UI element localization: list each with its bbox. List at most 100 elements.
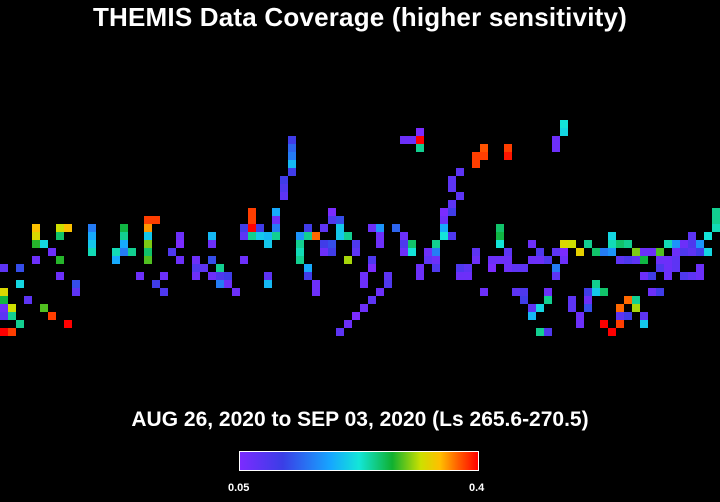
coverage-cell [368,264,376,272]
coverage-cell [0,304,8,312]
coverage-cell [208,232,216,240]
coverage-cell [0,312,8,320]
coverage-cell [488,256,496,264]
coverage-cell [240,224,248,232]
coverage-cell [232,288,240,296]
coverage-cell [640,256,648,264]
coverage-cell [688,248,696,256]
coverage-cell [552,272,560,280]
coverage-cell [576,248,584,256]
coverage-cell [712,208,720,216]
coverage-cell [408,240,416,248]
coverage-cell [112,256,120,264]
coverage-cell [248,224,256,232]
coverage-cell [320,248,328,256]
coverage-cell [328,208,336,216]
coverage-cell [176,232,184,240]
coverage-cell [408,136,416,144]
coverage-cell [696,248,704,256]
coverage-cell [224,280,232,288]
coverage-cell [280,192,288,200]
coverage-cell [552,248,560,256]
coverage-cell [560,256,568,264]
coverage-cell [680,240,688,248]
coverage-cell [592,248,600,256]
coverage-cell [576,320,584,328]
coverage-cell [528,304,536,312]
coverage-cell [592,288,600,296]
coverage-cell [120,224,128,232]
coverage-cell [520,288,528,296]
coverage-cell [200,264,208,272]
coverage-cell [368,224,376,232]
coverage-cell [432,248,440,256]
coverage-cell [152,280,160,288]
coverage-cell [16,280,24,288]
coverage-cell [120,240,128,248]
coverage-cell [512,288,520,296]
coverage-cell [688,232,696,240]
coverage-cell [344,320,352,328]
coverage-cell [400,248,408,256]
coverage-cell [688,272,696,280]
coverage-cell [680,272,688,280]
coverage-cell [296,256,304,264]
coverage-cell [544,288,552,296]
coverage-cell [0,296,8,304]
coverage-cell [304,232,312,240]
coverage-cell [536,304,544,312]
coverage-cell [560,120,568,128]
coverage-cell [544,256,552,264]
coverage-cell [352,312,360,320]
coverage-cell [616,304,624,312]
coverage-cell [624,256,632,264]
coverage-cell [336,232,344,240]
coverage-cell [664,256,672,264]
coverage-cell [496,232,504,240]
coverage-cell [608,248,616,256]
coverage-cell [488,264,496,272]
coverage-cell [160,272,168,280]
coverage-cell [272,224,280,232]
coverage-cell [40,304,48,312]
coverage-cell [32,240,40,248]
coverage-cell [480,152,488,160]
coverage-cell [648,272,656,280]
coverage-cell [408,248,416,256]
coverage-cell [24,296,32,304]
coverage-cell [384,280,392,288]
coverage-cell [640,248,648,256]
coverage-cell [128,248,136,256]
coverage-cell [664,240,672,248]
coverage-cell [496,256,504,264]
coverage-cell [664,272,672,280]
coverage-cell [472,152,480,160]
coverage-cell [192,264,200,272]
coverage-cell [88,232,96,240]
coverage-cell [304,272,312,280]
coverage-cell [672,240,680,248]
coverage-cell [176,240,184,248]
coverage-cell [472,256,480,264]
coverage-cell [448,208,456,216]
coverage-cell [432,256,440,264]
coverage-cell [528,312,536,320]
coverage-cell [480,144,488,152]
coverage-cell [296,232,304,240]
coverage-cell [456,192,464,200]
coverage-cell [32,256,40,264]
coverage-cell [272,208,280,216]
coverage-cell [600,248,608,256]
coverage-cell [496,224,504,232]
coverage-cell [264,280,272,288]
coverage-plot [0,120,720,336]
coverage-cell [664,264,672,272]
coverage-cell [40,240,48,248]
coverage-cell [416,136,424,144]
coverage-cell [360,280,368,288]
coverage-cell [560,248,568,256]
coverage-cell [144,224,152,232]
coverage-cell [624,296,632,304]
coverage-cell [440,232,448,240]
coverage-cell [48,312,56,320]
